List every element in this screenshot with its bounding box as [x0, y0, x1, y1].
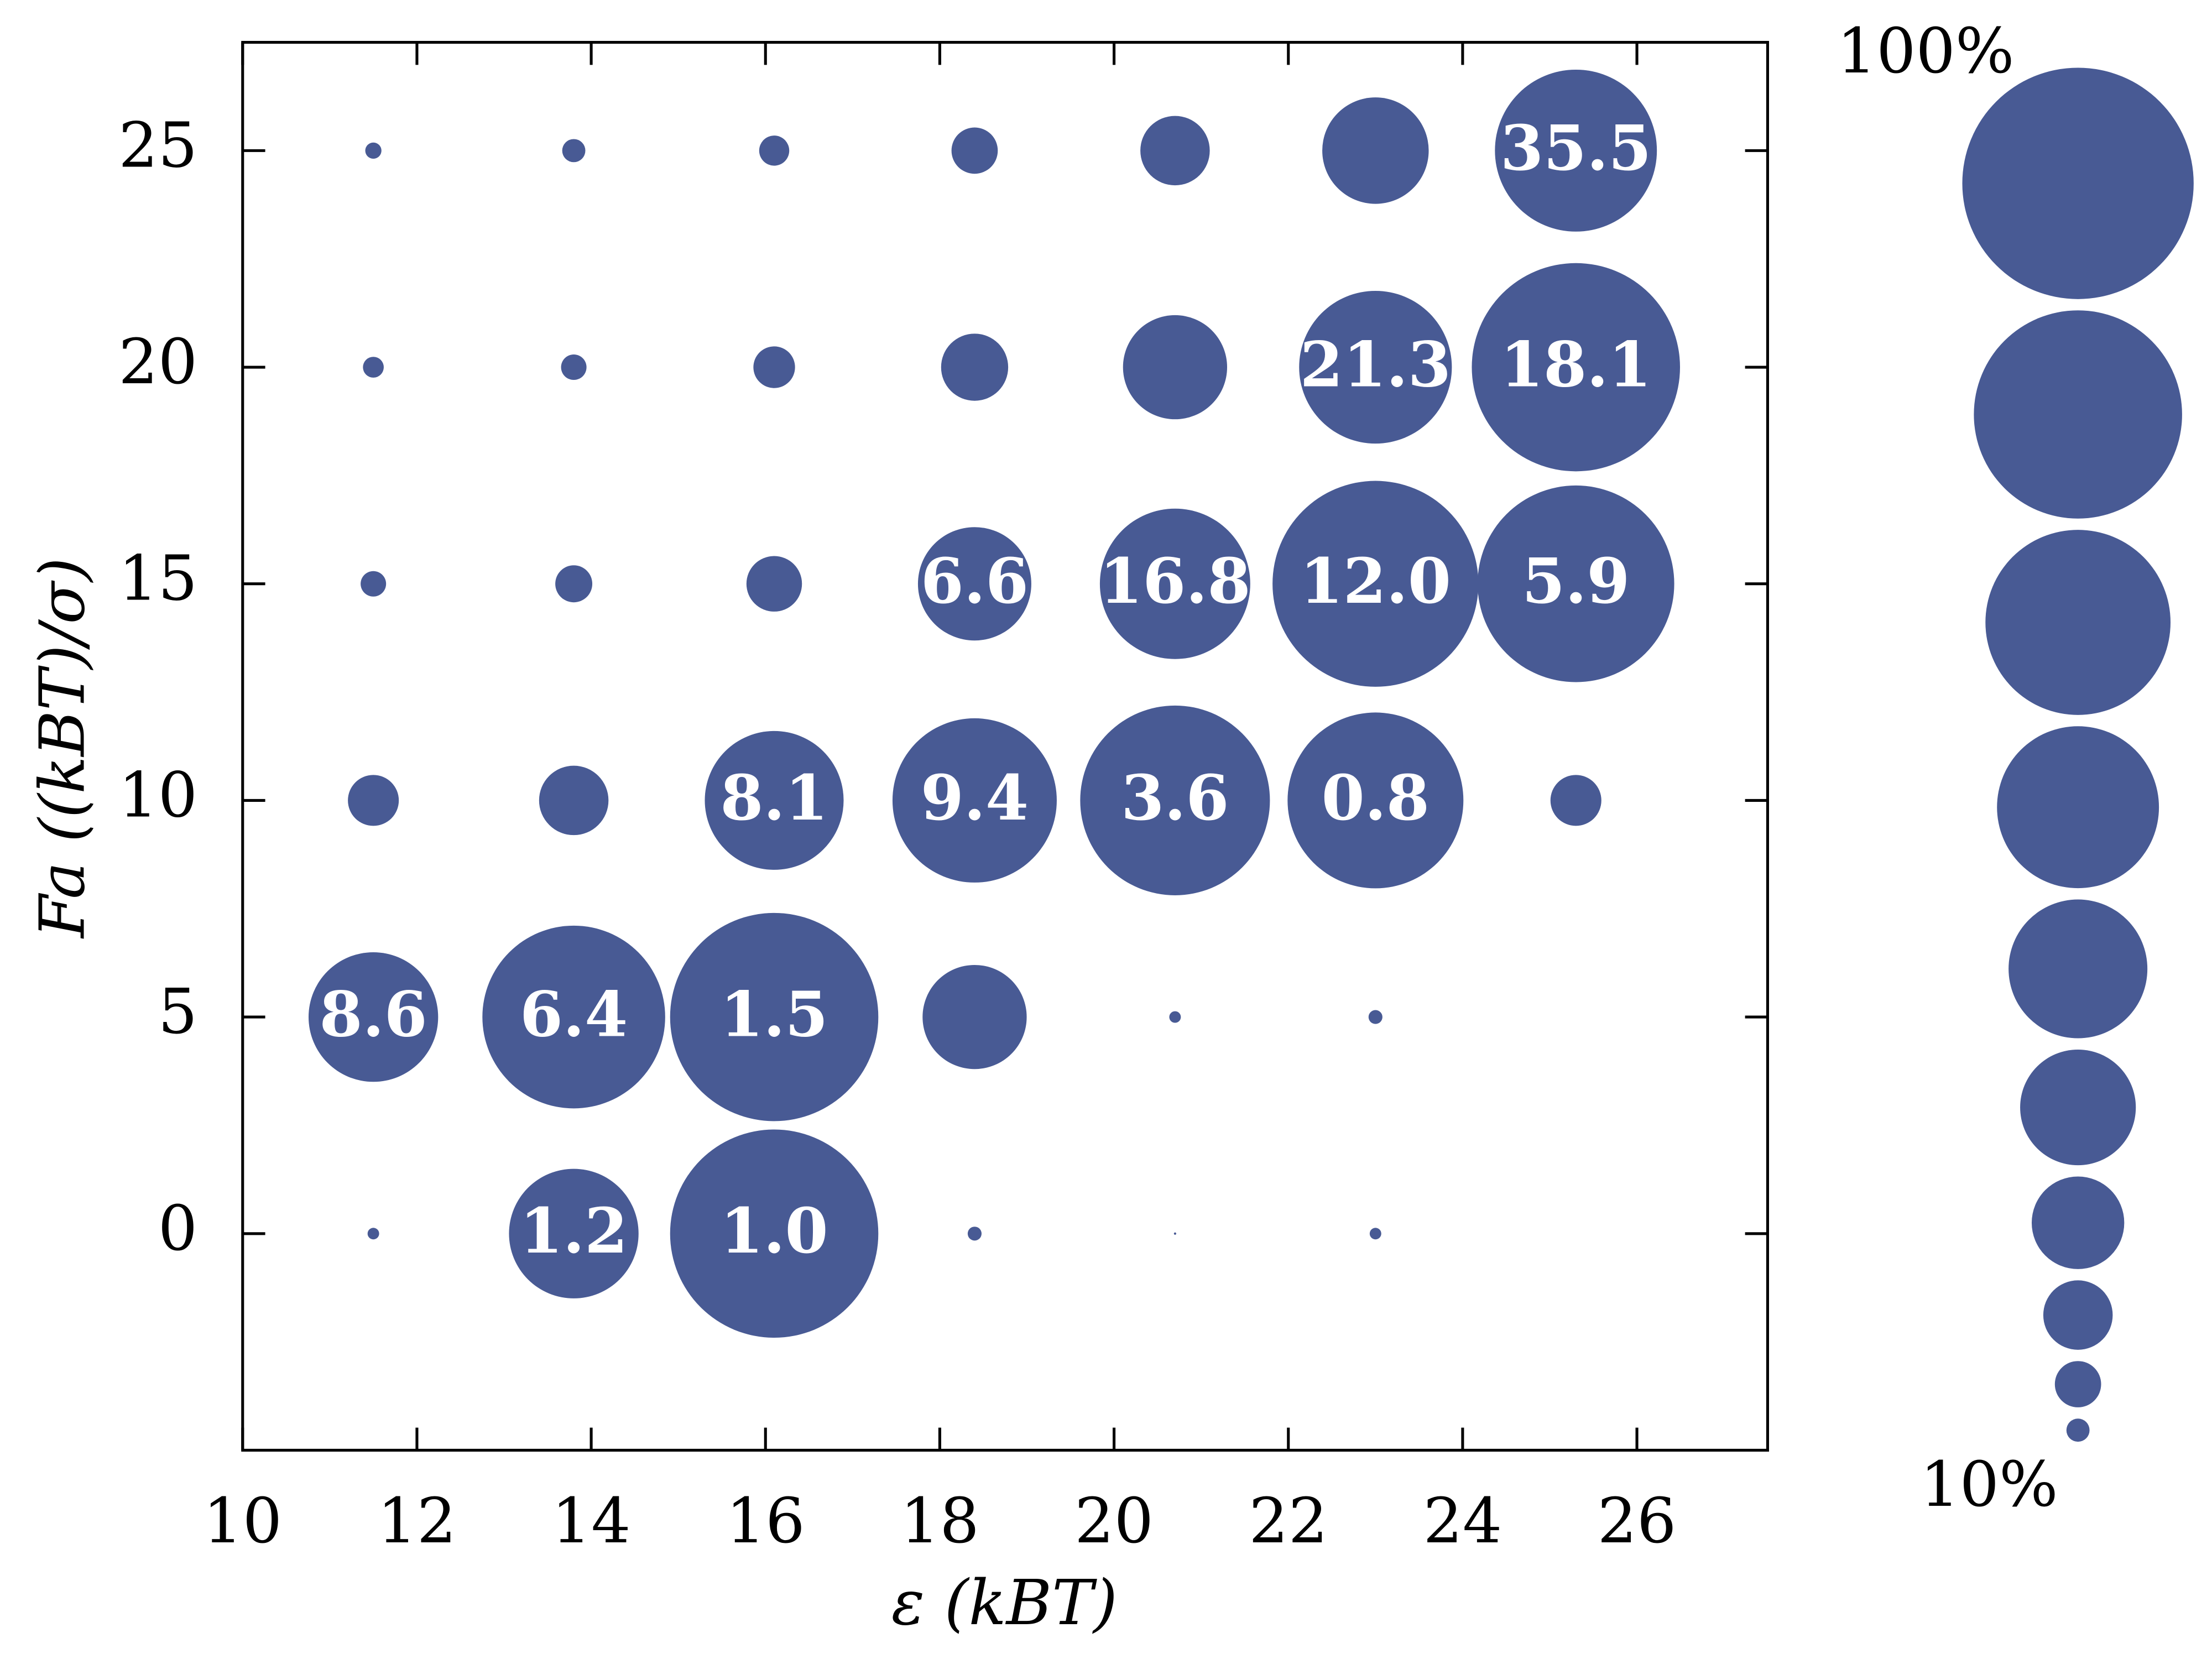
- bubble: [967, 1227, 982, 1241]
- x-tick-label: 26: [1598, 1485, 1677, 1557]
- bubble-label: 18.1: [1500, 328, 1651, 401]
- bubble: [670, 912, 879, 1121]
- bubble: [1123, 315, 1228, 420]
- x-tick-label: 24: [1423, 1485, 1502, 1557]
- bubble: [1322, 97, 1429, 204]
- bubble: [705, 731, 844, 870]
- bubble-label: 12.0: [1300, 545, 1451, 618]
- bubble-label: 6.6: [921, 545, 1029, 618]
- bubble: [1495, 69, 1657, 232]
- bubble-label: 16.8: [1099, 545, 1250, 618]
- bubble: [482, 925, 665, 1109]
- bubble-label: 0.8: [1322, 762, 1430, 834]
- bubble: [363, 357, 384, 378]
- bubble: [309, 952, 439, 1082]
- bubble: [365, 142, 382, 159]
- bubble: [922, 964, 1027, 1070]
- size-legend-top-label: 100%: [1837, 15, 2015, 87]
- x-axis-label: ε (kBT): [891, 1567, 1118, 1639]
- bubble: [1173, 1232, 1176, 1235]
- bubble: [1169, 1011, 1181, 1023]
- y-tick-label: 10: [118, 759, 197, 831]
- bubble: [917, 527, 1031, 641]
- bubble-label: 8.1: [720, 762, 828, 834]
- size-legend-circle: [2008, 899, 2148, 1039]
- bubble: [1140, 116, 1210, 186]
- bubble-label: 9.4: [921, 762, 1029, 834]
- size-legend-bottom-label: 10%: [1920, 1449, 2058, 1521]
- bubble-label: 21.3: [1300, 328, 1451, 401]
- bubble-label: 35.5: [1500, 112, 1651, 185]
- x-tick-label: 14: [552, 1485, 631, 1557]
- bubble: [1477, 485, 1674, 682]
- size-legend-circle: [1962, 67, 2194, 299]
- bubble-label: 6.4: [520, 979, 628, 1051]
- size-legend-circle: [1985, 530, 2171, 715]
- bubble-label: 5.9: [1522, 545, 1630, 618]
- size-legend-circle: [2020, 1049, 2136, 1166]
- y-tick-label: 20: [118, 326, 197, 398]
- bubble: [1299, 290, 1452, 444]
- bubble: [951, 127, 998, 174]
- bubble: [670, 1129, 879, 1338]
- y-tick-label: 25: [118, 109, 197, 181]
- bubble-label: 3.6: [1121, 762, 1229, 834]
- bubble: [1368, 1010, 1383, 1024]
- bubble: [562, 139, 586, 163]
- x-tick-label: 18: [900, 1485, 979, 1557]
- y-tick-label: 15: [118, 543, 197, 615]
- bubble: [1080, 705, 1270, 895]
- x-tick-label: 12: [378, 1485, 457, 1557]
- size-legend-circle: [2054, 1361, 2101, 1407]
- size-legend-circle: [1974, 310, 2182, 519]
- x-tick-label: 20: [1074, 1485, 1154, 1557]
- bubble: [561, 354, 587, 380]
- bubble-label: 1.2: [520, 1195, 628, 1267]
- bubble: [941, 333, 1009, 401]
- bubble: [555, 565, 593, 603]
- bubble: [1287, 712, 1464, 889]
- size-legend-circle: [2031, 1176, 2125, 1269]
- bubble: [509, 1168, 639, 1298]
- x-tick-label: 10: [203, 1485, 282, 1557]
- bubble-label: 1.0: [720, 1195, 828, 1267]
- bubble: [348, 775, 399, 826]
- bubble: [746, 556, 802, 612]
- size-legend-circle: [1997, 726, 2159, 889]
- bubble: [753, 346, 795, 388]
- bubble: [367, 1228, 379, 1240]
- y-tick-label: 5: [158, 976, 197, 1048]
- bubble: [1099, 508, 1250, 659]
- bubble: [1472, 263, 1681, 472]
- bubble: [1369, 1228, 1381, 1240]
- y-axis-label: Fa ((kBT)/σ): [27, 557, 98, 939]
- bubble: [361, 571, 387, 597]
- size-legend-circle: [2066, 1418, 2090, 1442]
- bubble: [539, 765, 609, 836]
- bubble: [759, 135, 790, 166]
- plot-frame: [241, 40, 1769, 1452]
- bubble-label: 8.6: [320, 979, 427, 1051]
- x-tick-label: 16: [726, 1485, 805, 1557]
- size-legend-circle: [2043, 1280, 2113, 1350]
- x-tick-label: 22: [1249, 1485, 1328, 1557]
- bubble: [1272, 481, 1479, 687]
- y-tick-label: 0: [158, 1193, 197, 1265]
- bubble: [892, 718, 1057, 883]
- bubble-label: 1.5: [720, 979, 828, 1051]
- bubble: [1550, 775, 1601, 826]
